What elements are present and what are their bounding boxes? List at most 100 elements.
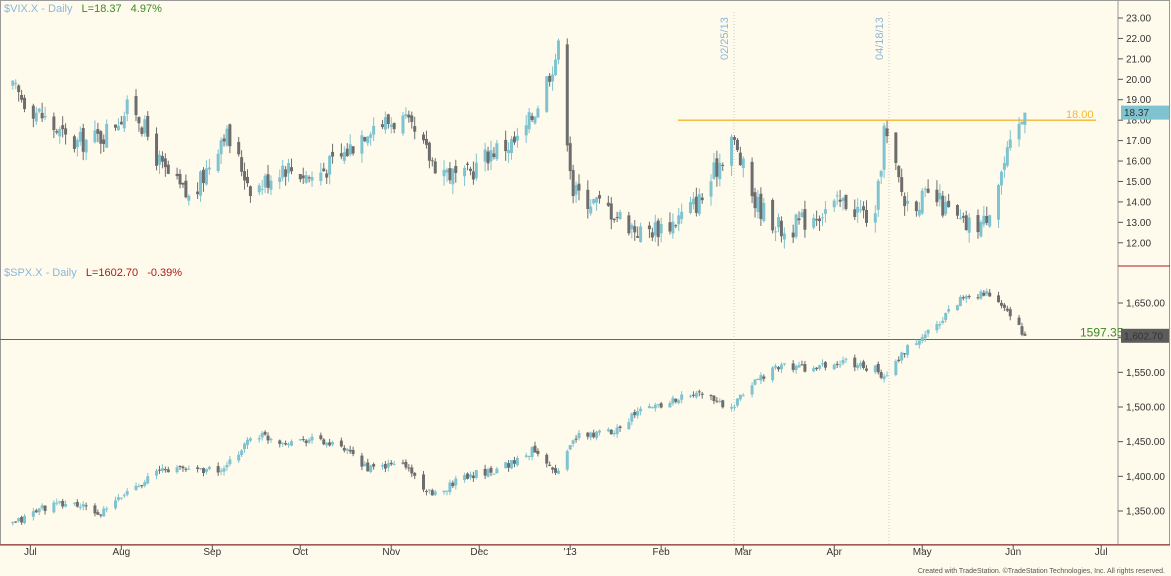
vix-candle-body-0 — [11, 80, 15, 86]
vix-candle-body-134 — [556, 40, 560, 60]
spx-candle-body-225 — [935, 324, 939, 331]
x-tick-label-1: Aug — [112, 547, 130, 558]
vix-candle-body-211 — [876, 180, 880, 210]
vix-candle-body-38 — [163, 158, 167, 168]
spx-candle-body-72 — [304, 440, 308, 444]
x-tick-label-7: Feb — [653, 547, 671, 558]
spx-candle-body-178 — [738, 394, 742, 400]
vix-candle-body-70 — [298, 174, 302, 180]
spx-candle-body-87 — [366, 462, 370, 472]
spx-candle-body-226 — [938, 324, 942, 326]
vix-candle-body-230 — [955, 205, 959, 216]
vix-line-label: 18.00 — [1066, 109, 1094, 121]
spx-candle-body-73 — [307, 439, 311, 443]
vix-candle-body-82 — [345, 148, 349, 157]
spx-candle-body-216 — [897, 359, 901, 361]
spx-candle-body-2 — [17, 518, 21, 522]
vix-candle-body-44 — [187, 195, 191, 201]
vix-candle-body-126 — [527, 112, 531, 130]
vix-candle-body-6 — [34, 112, 38, 122]
vix-candle-body-79 — [331, 151, 335, 157]
spx-candle-body-114 — [474, 470, 478, 478]
spx-candle-body-102 — [427, 489, 431, 491]
spx-line-label: 1597.35 — [1080, 326, 1124, 340]
vix-candle-body-120 — [504, 139, 508, 152]
spx-candle-body-148 — [615, 427, 619, 435]
vix-candle-body-168 — [697, 194, 701, 215]
vix-candle-body-237 — [982, 215, 986, 225]
vix-tick-label-7: 19.00 — [1126, 95, 1151, 106]
spx-candle-body-95 — [401, 462, 405, 464]
spx-candle-body-20 — [93, 505, 97, 514]
vix-candle-body-149 — [618, 212, 622, 220]
spx-candle-body-31 — [137, 485, 141, 487]
vix-candle-body-25 — [113, 124, 117, 128]
vix-candle-body-75 — [319, 172, 323, 182]
vix-candle-body-80 — [339, 153, 343, 157]
spx-candle-body-22 — [99, 514, 103, 516]
spx-candle-body-48 — [204, 468, 208, 472]
vix-candle-body-184 — [762, 202, 766, 221]
spx-candle-body-218 — [903, 353, 907, 355]
spx-candle-body-65 — [278, 440, 282, 444]
vix-candle-body-96 — [404, 114, 408, 117]
spx-candle-body-49 — [207, 466, 211, 469]
vix-candle-body-172 — [715, 158, 719, 177]
spx-candle-body-208 — [862, 361, 866, 369]
spx-candle-body-211 — [876, 363, 880, 373]
spx-candle-body-86 — [363, 463, 367, 467]
vix-candle-body-10 — [52, 116, 56, 131]
x-tick-label-10: May — [913, 547, 932, 558]
vix-candle-body-133 — [554, 59, 558, 76]
spx-candle-body-182 — [756, 378, 760, 380]
vix-candle-body-98 — [410, 115, 414, 122]
spx-candle-body-123 — [512, 460, 516, 464]
vix-candle-body-245 — [1017, 123, 1021, 140]
spx-candle-body-57 — [243, 443, 247, 450]
vix-candle-body-177 — [735, 139, 739, 151]
spx-candle-body-245 — [1017, 317, 1021, 325]
spx-candle-body-209 — [865, 368, 869, 371]
vix-candle-body-113 — [471, 171, 475, 180]
vix-candle-body-173 — [718, 162, 722, 180]
vix-candle-body-37 — [160, 155, 164, 162]
spx-candle-body-189 — [782, 363, 786, 365]
vix-candle-body-104 — [433, 161, 437, 174]
spx-candle-body-35 — [155, 470, 159, 476]
vix-tick-label-6: 18.00 — [1126, 116, 1151, 127]
spx-candle-body-175 — [730, 407, 734, 409]
spx-tick-label-4: 1,550.00 — [1126, 368, 1165, 379]
spx-candle-body-221 — [917, 340, 921, 345]
spx-candle-body-198 — [820, 363, 824, 365]
vix-candle-body-158 — [656, 220, 660, 238]
vix-candle-body-209 — [865, 209, 869, 223]
vix-candle-body-27 — [119, 121, 123, 125]
vix-candle-body-152 — [633, 226, 637, 233]
vix-candle-body-58 — [245, 176, 249, 184]
spx-candle-body-210 — [873, 365, 877, 373]
vix-tick-label-8: 20.00 — [1126, 75, 1151, 86]
spx-candle-body-94 — [392, 463, 396, 465]
vix-candle-body-46 — [199, 171, 203, 196]
spx-candle-body-241 — [999, 302, 1003, 306]
spx-candle-body-45 — [196, 467, 200, 469]
vix-candle-body-185 — [771, 199, 775, 231]
vix-candle-body-12 — [58, 128, 62, 137]
spx-candle-body-38 — [163, 469, 167, 471]
spx-candle-body-155 — [647, 406, 651, 409]
spx-candle-body-24 — [105, 508, 109, 510]
spx-candle-body-205 — [853, 357, 857, 368]
vix-candle-body-72 — [304, 175, 308, 183]
spx-candle-body-139 — [577, 433, 581, 439]
vix-candle-body-198 — [820, 217, 824, 219]
vix-candle-body-169 — [700, 197, 704, 201]
vix-candle-body-111 — [466, 163, 470, 165]
vix-candle-body-26 — [116, 125, 120, 131]
spx-candle-body-242 — [1002, 304, 1006, 308]
spx-candle-body-153 — [636, 411, 640, 416]
spx-candle-body-244 — [1008, 309, 1012, 317]
spx-candle-body-170 — [709, 395, 713, 397]
spx-candle-body-130 — [545, 454, 549, 464]
vix-candle-body-69 — [290, 167, 294, 172]
